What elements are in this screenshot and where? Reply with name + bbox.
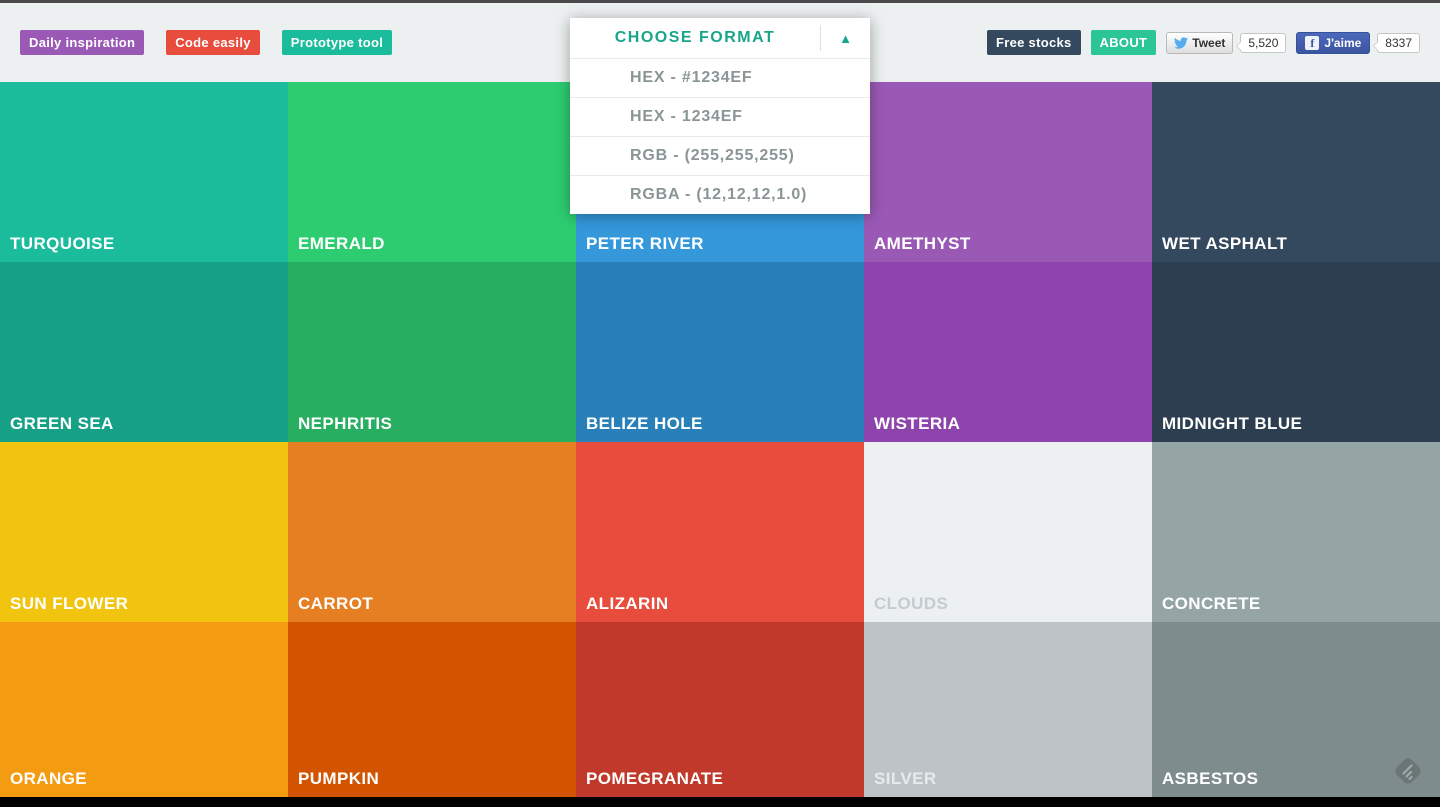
- badge-code-easily[interactable]: Code easily: [166, 30, 260, 55]
- bottom-window-edge: [0, 797, 1440, 807]
- facebook-like-label: J'aime: [1324, 35, 1362, 50]
- swatch-label: POMEGRANATE: [586, 769, 724, 788]
- swatch-label: SILVER: [874, 769, 937, 788]
- swatch-label: PUMPKIN: [298, 769, 380, 788]
- color-swatch-amethyst[interactable]: AMETHYST: [864, 82, 1152, 262]
- color-swatch-orange[interactable]: ORANGE: [0, 622, 288, 797]
- top-window-edge: [0, 0, 1440, 3]
- swatch-label: WET ASPHALT: [1162, 234, 1288, 253]
- color-swatch-pumpkin[interactable]: PUMPKIN: [288, 622, 576, 797]
- color-swatch-asbestos[interactable]: ASBESTOS: [1152, 622, 1440, 797]
- format-dropdown-list: HEX - #1234EF HEX - 1234EF RGB - (255,255,…: [570, 58, 870, 214]
- swatch-label: WISTERIA: [874, 414, 961, 433]
- color-swatch-green-sea[interactable]: GREEN SEA: [0, 262, 288, 442]
- facebook-like-count[interactable]: 8337: [1373, 32, 1420, 53]
- color-swatch-wet-asphalt[interactable]: WET ASPHALT: [1152, 82, 1440, 262]
- color-swatch-nephritis[interactable]: NEPHRITIS: [288, 262, 576, 442]
- swatch-label: ALIZARIN: [586, 594, 669, 613]
- tweet-widget: Tweet 5,520: [1166, 31, 1287, 54]
- color-swatch-midnight-blue[interactable]: MIDNIGHT BLUE: [1152, 262, 1440, 442]
- badge-daily-inspiration[interactable]: Daily inspiration: [20, 30, 145, 55]
- swatch-label: CLOUDS: [874, 594, 949, 613]
- swatch-label: MIDNIGHT BLUE: [1162, 414, 1303, 433]
- header-right-widgets: Free stocks ABOUT Tweet 5,520 f J'aime 8…: [986, 30, 1420, 55]
- swatch-label: GREEN SEA: [10, 414, 114, 433]
- format-dropdown: CHOOSE FORMAT ▲ HEX - #1234EF HEX - 1234E…: [570, 18, 870, 214]
- color-swatch-emerald[interactable]: EMERALD: [288, 82, 576, 262]
- header-badges: Daily inspiration Code easily Prototype to…: [20, 30, 393, 55]
- tweet-button-label: Tweet: [1192, 35, 1226, 50]
- swatch-label: BELIZE HOLE: [586, 414, 703, 433]
- swatch-label: PETER RIVER: [586, 234, 704, 253]
- swatch-label: SUN FLOWER: [10, 594, 129, 613]
- twitter-bird-icon: [1174, 36, 1189, 49]
- format-option-hex-1234ef[interactable]: HEX - 1234EF: [570, 97, 870, 136]
- feedly-diamond-icon[interactable]: [1389, 752, 1427, 790]
- format-dropdown-toggle[interactable]: CHOOSE FORMAT ▲: [570, 18, 870, 58]
- format-option-rgba-12-12-12-1-0[interactable]: RGBA - (12,12,12,1.0): [570, 175, 870, 214]
- color-swatch-silver[interactable]: SILVER: [864, 622, 1152, 797]
- swatch-label: TURQUOISE: [10, 234, 115, 253]
- color-swatch-turquoise[interactable]: TURQUOISE: [0, 82, 288, 262]
- swatch-label: CONCRETE: [1162, 594, 1261, 613]
- color-swatch-carrot[interactable]: CARROT: [288, 442, 576, 622]
- color-swatch-clouds[interactable]: CLOUDS: [864, 442, 1152, 622]
- swatch-label: NEPHRITIS: [298, 414, 393, 433]
- dropdown-divider: [820, 25, 821, 51]
- color-swatch-pomegranate[interactable]: POMEGRANATE: [576, 622, 864, 797]
- swatch-label: ORANGE: [10, 769, 88, 788]
- tweet-count[interactable]: 5,520: [1236, 32, 1287, 53]
- color-swatch-wisteria[interactable]: WISTERIA: [864, 262, 1152, 442]
- format-option-hex-1234ef[interactable]: HEX - #1234EF: [570, 58, 870, 97]
- swatch-label: ASBESTOS: [1162, 769, 1259, 788]
- format-dropdown-title: CHOOSE FORMAT: [614, 29, 776, 46]
- color-swatch-belize-hole[interactable]: BELIZE HOLE: [576, 262, 864, 442]
- format-option-rgb-255-255-255[interactable]: RGB - (255,255,255): [570, 136, 870, 175]
- about-button[interactable]: ABOUT: [1090, 30, 1157, 55]
- swatch-label: EMERALD: [298, 234, 385, 253]
- facebook-like-widget: f J'aime 8337: [1296, 31, 1420, 54]
- badge-prototype-tool[interactable]: Prototype tool: [281, 30, 393, 55]
- facebook-like-button[interactable]: f J'aime: [1296, 31, 1371, 54]
- swatch-label: AMETHYST: [874, 234, 971, 253]
- color-swatch-alizarin[interactable]: ALIZARIN: [576, 442, 864, 622]
- triangle-up-icon[interactable]: ▲: [839, 30, 852, 46]
- facebook-f-icon: f: [1305, 35, 1320, 50]
- swatch-label: CARROT: [298, 594, 374, 613]
- color-swatch-concrete[interactable]: CONCRETE: [1152, 442, 1440, 622]
- color-swatch-sun-flower[interactable]: SUN FLOWER: [0, 442, 288, 622]
- tweet-button[interactable]: Tweet: [1166, 31, 1234, 54]
- free-stocks-button[interactable]: Free stocks: [986, 30, 1081, 55]
